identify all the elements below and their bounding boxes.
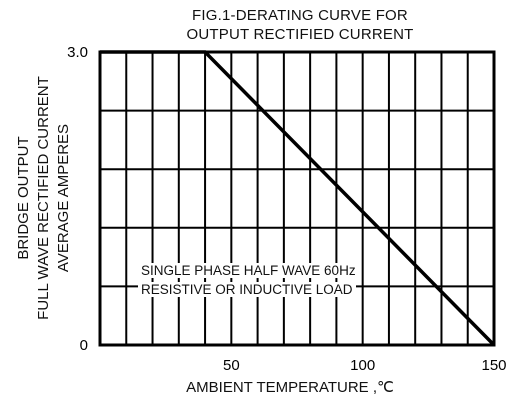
plot-frame	[98, 50, 496, 347]
y-tick-label: 0	[80, 337, 88, 354]
x-tick-label: 100	[350, 357, 375, 374]
tick-labels: 50 100 150 0 3.0	[67, 44, 506, 374]
y-tick-label: 3.0	[67, 44, 88, 61]
grid	[100, 52, 494, 345]
annotation-line-1: SINGLE PHASE HALF WAVE 60Hz	[138, 263, 359, 278]
x-tick-label: 50	[223, 357, 240, 374]
derating-curve-line	[100, 50, 496, 347]
y-axis-label-line-1: BRIDGE OUTPUT	[15, 136, 32, 260]
x-tick-label: 150	[481, 357, 506, 374]
chart-title-line-1: FIG.1-DERATING CURVE FOR	[192, 7, 408, 24]
y-axis-label-line-2: FULL WAVE RECTIFIED CURRENT	[35, 76, 52, 320]
chart-title-line-2: OUTPUT RECTIFIED CURRENT	[186, 26, 414, 43]
annotation-line-2: RESISTIVE OR INDUCTIVE LOAD	[138, 282, 356, 297]
x-axis-label: AMBIENT TEMPERATURE ,℃	[186, 379, 394, 396]
y-axis-label-line-3: AVERAGE AMPERES	[55, 123, 72, 273]
